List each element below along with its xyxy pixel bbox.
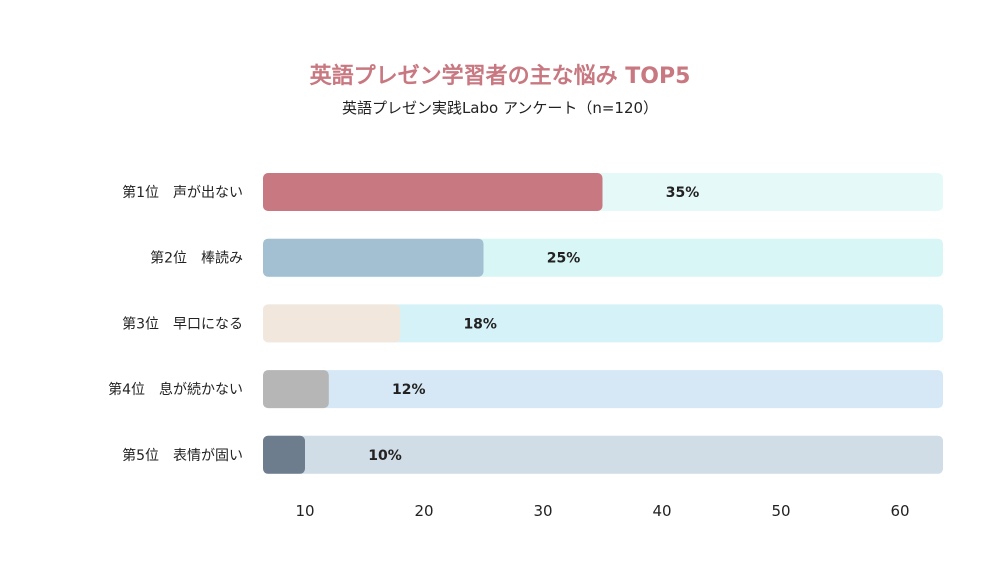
- bar-track: [263, 435, 943, 474]
- bar: [263, 173, 603, 211]
- category-label: 第3位 早口になる: [122, 315, 243, 332]
- x-tick-label: 20: [414, 502, 433, 520]
- value-label: 35%: [666, 185, 700, 201]
- value-label: 10%: [368, 448, 402, 464]
- value-label: 12%: [392, 382, 426, 398]
- bar: [263, 304, 401, 343]
- x-tick-label: 30: [533, 502, 552, 520]
- bar-track: [263, 304, 943, 343]
- chart-subtitle: 英語プレゼン実践Labo アンケート（n=120）: [341, 99, 659, 117]
- value-label: 18%: [463, 316, 497, 332]
- category-label: 第1位 声が出ない: [122, 184, 243, 201]
- value-label: 25%: [547, 251, 581, 267]
- category-label: 第5位 表情が固い: [122, 447, 243, 464]
- category-label: 第2位 棒読み: [150, 250, 243, 267]
- x-tick-label: 10: [295, 502, 314, 520]
- bar: [263, 370, 329, 409]
- bar: [263, 435, 305, 474]
- bar: [263, 238, 484, 277]
- chart-title: 英語プレゼン学習者の主な悩み TOP5: [309, 64, 691, 89]
- bar-track: [263, 370, 943, 409]
- x-tick-label: 60: [890, 502, 909, 520]
- x-tick-label: 50: [771, 502, 790, 520]
- category-label: 第4位 息が続かない: [108, 381, 243, 398]
- x-tick-label: 40: [652, 502, 671, 520]
